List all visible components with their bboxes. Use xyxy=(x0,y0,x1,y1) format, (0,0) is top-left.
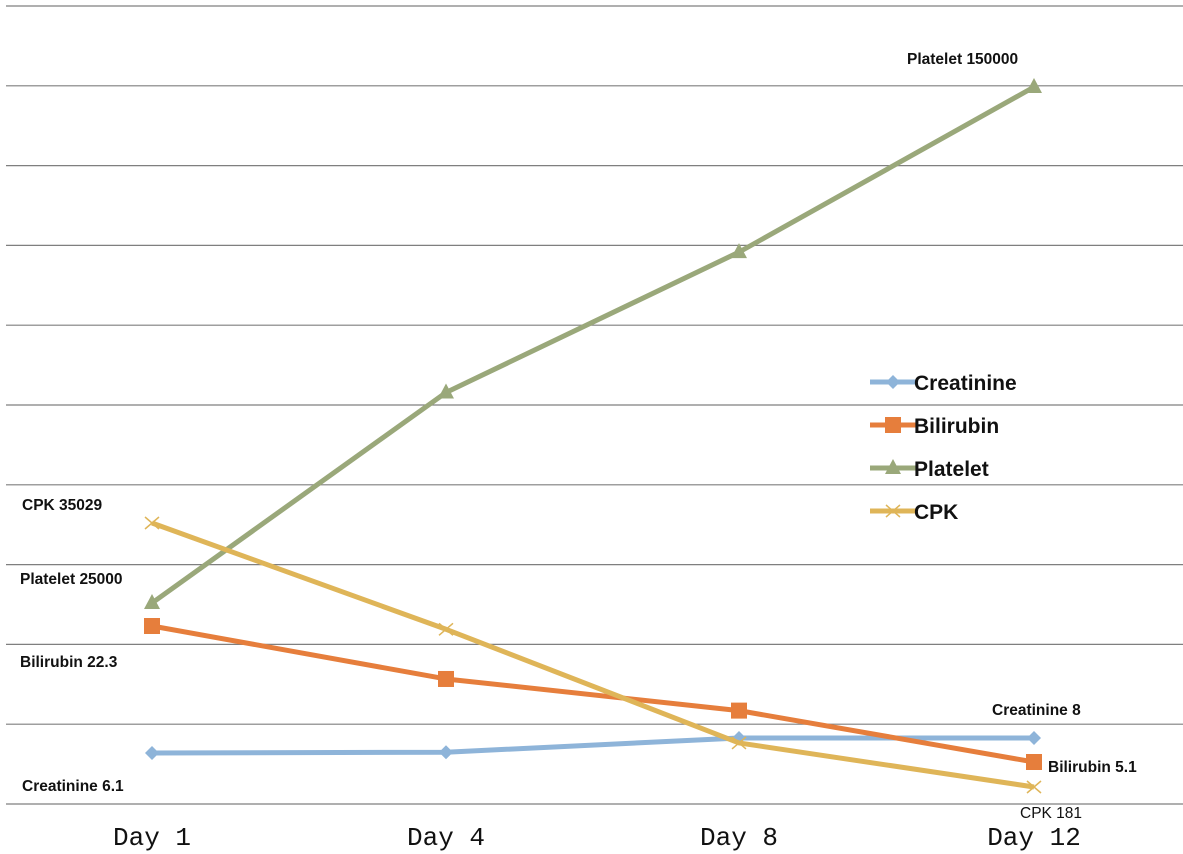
legend-marker xyxy=(885,459,901,474)
legend: Creatinine Bilirubin Platelet CPK xyxy=(870,372,1017,524)
platelet-point xyxy=(1026,78,1042,93)
platelet-point xyxy=(144,594,160,609)
legend-item-platelet: Platelet xyxy=(870,458,989,481)
legend-marker xyxy=(885,417,901,433)
legend-item-cpk: CPK xyxy=(870,501,958,524)
bilirubin-point xyxy=(731,702,747,719)
cpk-point xyxy=(144,516,160,530)
legend-item-creatinine: Creatinine xyxy=(870,372,1017,395)
cpk-point xyxy=(731,736,747,750)
legend-label: Bilirubin xyxy=(914,415,999,438)
annotation-platelet-day12: Platelet 150000 xyxy=(907,51,1018,68)
creatinine-point xyxy=(145,746,159,760)
x-tick-label: Day 12 xyxy=(987,823,1081,853)
bilirubin-point xyxy=(438,670,454,687)
x-tick-label: Day 8 xyxy=(700,823,778,853)
bilirubin-line xyxy=(151,623,1035,765)
annotation-creatinine-day12: Creatinine 8 xyxy=(992,702,1081,719)
cpk-point xyxy=(1026,780,1042,794)
series-platelet xyxy=(144,78,1042,609)
annotation-bilirubin-day12: Bilirubin 5.1 xyxy=(1048,759,1137,776)
series-bilirubin xyxy=(144,618,1042,770)
x-tick-label: Day 1 xyxy=(113,823,191,853)
grid xyxy=(6,5,1183,805)
bilirubin-point xyxy=(144,618,160,634)
annotation-bilirubin-day1: Bilirubin 22.3 xyxy=(20,654,118,671)
legend-marker xyxy=(885,504,901,518)
annotation-cpk-day1: CPK 35029 xyxy=(22,497,103,514)
bilirubin-point xyxy=(1026,754,1042,770)
x-tick-label: Day 4 xyxy=(407,823,485,853)
legend-label: Platelet xyxy=(914,458,989,481)
platelet-point xyxy=(438,383,454,399)
series-creatinine xyxy=(145,731,1041,760)
annotation-cpk-day12: CPK 181 xyxy=(1020,805,1082,822)
creatinine-point xyxy=(1027,731,1041,745)
cpk-line xyxy=(151,520,1035,790)
platelet-line xyxy=(150,84,1036,606)
creatinine-point xyxy=(439,745,453,760)
series-cpk xyxy=(144,516,1042,794)
cpk-point xyxy=(438,622,454,636)
annotation-platelet-day1: Platelet 25000 xyxy=(20,571,123,588)
series-group xyxy=(144,78,1042,794)
x-axis-ticks: Day 1 Day 4 Day 8 Day 12 xyxy=(113,823,1081,853)
legend-item-bilirubin: Bilirubin xyxy=(870,415,999,438)
legend-marker xyxy=(886,375,900,389)
annotation-creatinine-day1: Creatinine 6.1 xyxy=(22,778,124,795)
legend-label: CPK xyxy=(914,501,958,524)
legend-label: Creatinine xyxy=(914,372,1017,395)
platelet-point xyxy=(731,243,747,259)
